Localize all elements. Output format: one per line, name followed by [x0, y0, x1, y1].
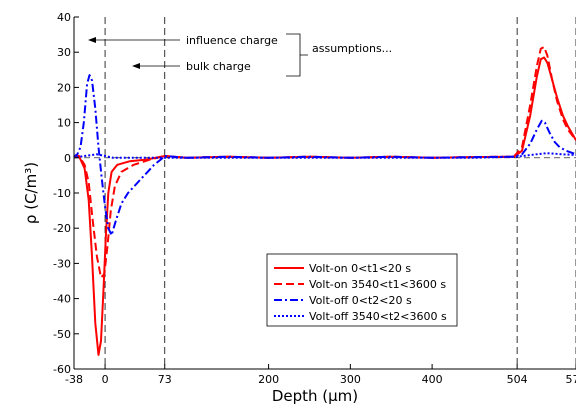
y-tick-label: -60: [53, 363, 71, 376]
x-axis-label: Depth (μm): [272, 387, 358, 405]
series-line: [74, 74, 576, 237]
x-tick-label: 300: [340, 373, 361, 386]
y-tick-label: -20: [53, 222, 71, 235]
legend-entry: Volt-on 3540<t1<3600 s: [309, 278, 446, 291]
legend-box: [266, 253, 458, 327]
y-tick-label: 20: [57, 81, 71, 94]
bulk-arrow-head-icon: [132, 63, 140, 69]
legend-entry: Volt-on 0<t1<20 s: [309, 262, 411, 275]
assumptions-bracket: [286, 33, 308, 77]
series-layer: [74, 45, 576, 356]
x-tick-label: 0: [102, 373, 109, 386]
x-tick-label: 73: [158, 373, 172, 386]
series-line: [74, 45, 576, 279]
y-tick-label: -40: [53, 293, 71, 306]
influence-arrow-head-icon: [88, 37, 96, 43]
y-tick-label: -30: [53, 257, 71, 270]
legend-entry: Volt-off 0<t2<20 s: [309, 294, 412, 307]
y-tick-label: 10: [57, 117, 71, 130]
y-tick-label: 0: [64, 152, 71, 165]
x-tick-label: 504: [507, 373, 528, 386]
legend: Volt-on 0<t1<20 s Volt-on 3540<t1<3600 s…: [266, 253, 458, 327]
x-axis-ticks: -38 0 73 200 300 400 504 576: [65, 364, 576, 386]
y-tick-label: 30: [57, 46, 71, 59]
y-axis-ticks: -60 -50 -40 -30 -20 -10 0 10 20 30 40: [53, 11, 79, 376]
bulk-charge-label: bulk charge: [186, 60, 251, 73]
y-tick-label: -50: [53, 328, 71, 341]
y-axis-label: ρ (C/m³): [22, 162, 40, 224]
annotations: influence charge bulk charge assumptions…: [88, 33, 392, 77]
x-tick-label: 400: [422, 373, 443, 386]
y-tick-label: 40: [57, 11, 71, 24]
y-tick-label: -10: [53, 187, 71, 200]
assumptions-label: assumptions...: [312, 42, 392, 55]
x-tick-label: 200: [258, 373, 279, 386]
legend-entry: Volt-off 3540<t2<3600 s: [309, 310, 447, 323]
series-line: [74, 152, 576, 159]
x-tick-label: -38: [65, 373, 83, 386]
x-tick-label: 576: [566, 373, 576, 386]
influence-charge-label: influence charge: [186, 34, 278, 47]
